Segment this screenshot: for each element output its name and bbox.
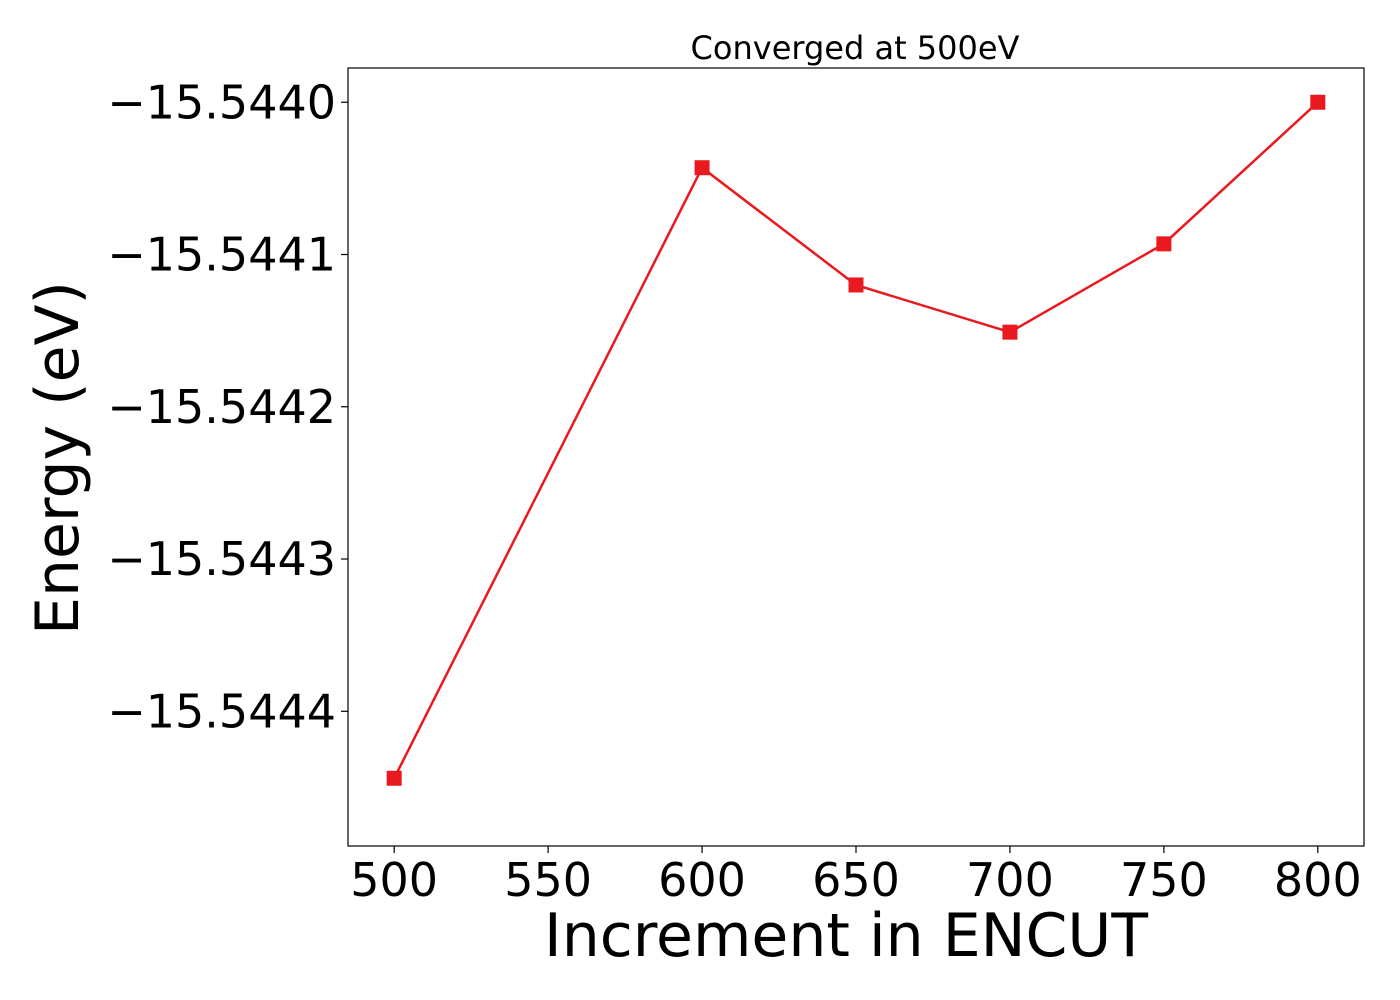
x-tick-label: 800 [1274, 853, 1362, 907]
y-tick-label: −15.5441 [107, 228, 336, 282]
y-tick-label: −15.5443 [107, 532, 336, 586]
plot-frame [347, 67, 1365, 847]
chart-title: Converged at 500eV [691, 29, 1020, 67]
x-tick-label: 650 [812, 853, 900, 907]
x-tick-label: 750 [1120, 853, 1208, 907]
x-tick-label: 600 [658, 853, 746, 907]
data-point-marker [386, 770, 402, 786]
y-axis-label: Energy (eV) [23, 281, 93, 635]
y-tick-label: −15.5442 [107, 380, 336, 434]
x-axis-label: Increment in ENCUT [544, 901, 1148, 971]
data-point-marker [1310, 94, 1326, 110]
data-point-marker [1002, 324, 1018, 340]
data-point-marker [848, 277, 864, 293]
x-tick-label: 550 [504, 853, 592, 907]
y-tick-label: −15.5444 [107, 684, 336, 738]
x-tick-label: 700 [966, 853, 1054, 907]
data-point-marker [694, 160, 710, 176]
x-ticks: 500 550 600 650 700 750 800 [350, 846, 1362, 907]
series-line [393, 101, 1319, 779]
y-tick-label: −15.5440 [107, 75, 336, 129]
x-tick-label: 500 [350, 853, 438, 907]
data-point-marker [1156, 236, 1172, 252]
series-line-group [386, 94, 1326, 786]
y-ticks: −15.5444 −15.5443 −15.5442 −15.5441 −15.5440 [107, 75, 348, 738]
